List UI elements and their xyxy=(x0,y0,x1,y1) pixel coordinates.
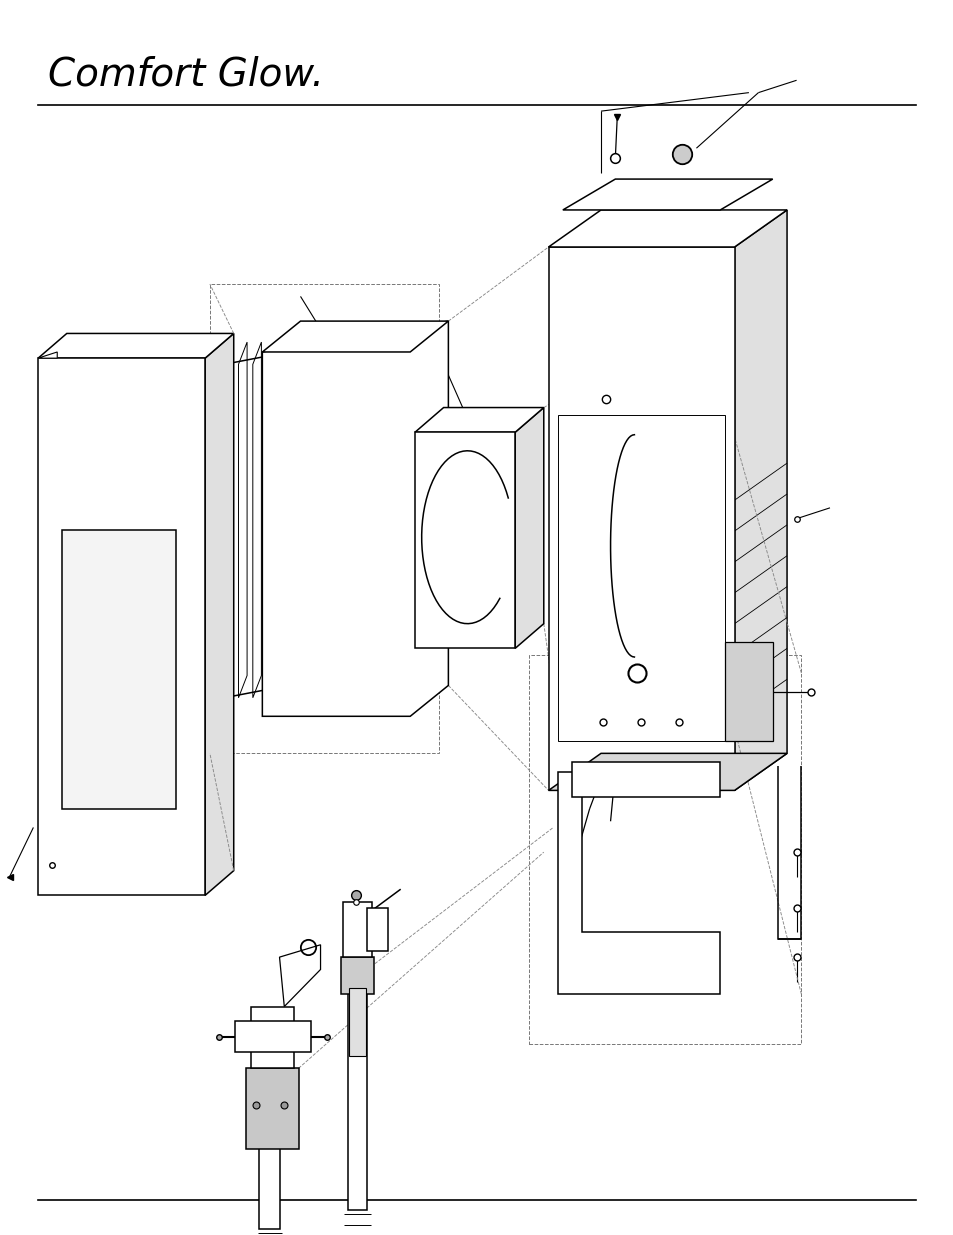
Polygon shape xyxy=(310,342,318,698)
Polygon shape xyxy=(295,342,304,698)
Polygon shape xyxy=(205,333,233,895)
Polygon shape xyxy=(734,210,786,790)
Bar xyxy=(548,247,734,790)
Bar xyxy=(234,1021,311,1052)
Polygon shape xyxy=(548,753,786,790)
Bar xyxy=(558,415,724,741)
Polygon shape xyxy=(262,321,448,716)
Bar xyxy=(348,951,367,1210)
Polygon shape xyxy=(253,342,261,698)
Bar xyxy=(367,908,388,951)
Polygon shape xyxy=(224,342,233,698)
Polygon shape xyxy=(262,321,448,352)
Bar xyxy=(259,1142,280,1229)
Bar xyxy=(38,358,205,895)
Polygon shape xyxy=(515,408,543,648)
Polygon shape xyxy=(548,210,786,247)
Polygon shape xyxy=(38,352,57,358)
Polygon shape xyxy=(324,342,333,698)
Polygon shape xyxy=(38,333,233,358)
Bar xyxy=(210,284,438,753)
Bar xyxy=(246,1068,298,1149)
Bar xyxy=(62,530,176,809)
Polygon shape xyxy=(267,342,275,698)
Bar xyxy=(572,762,720,797)
Bar xyxy=(349,988,366,1056)
Bar xyxy=(529,655,801,1044)
Bar xyxy=(343,902,372,957)
Polygon shape xyxy=(338,342,347,698)
Text: Comfort Glow.: Comfort Glow. xyxy=(48,56,323,94)
Polygon shape xyxy=(279,945,320,1007)
Bar xyxy=(415,432,515,648)
Bar xyxy=(251,1007,294,1068)
Bar xyxy=(724,642,772,741)
Polygon shape xyxy=(238,342,247,698)
Bar xyxy=(340,957,374,994)
Polygon shape xyxy=(562,179,772,210)
Polygon shape xyxy=(558,772,720,994)
Polygon shape xyxy=(415,408,543,432)
Polygon shape xyxy=(281,342,290,698)
